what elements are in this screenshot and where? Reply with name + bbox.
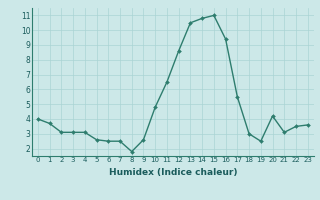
X-axis label: Humidex (Indice chaleur): Humidex (Indice chaleur) — [108, 168, 237, 177]
